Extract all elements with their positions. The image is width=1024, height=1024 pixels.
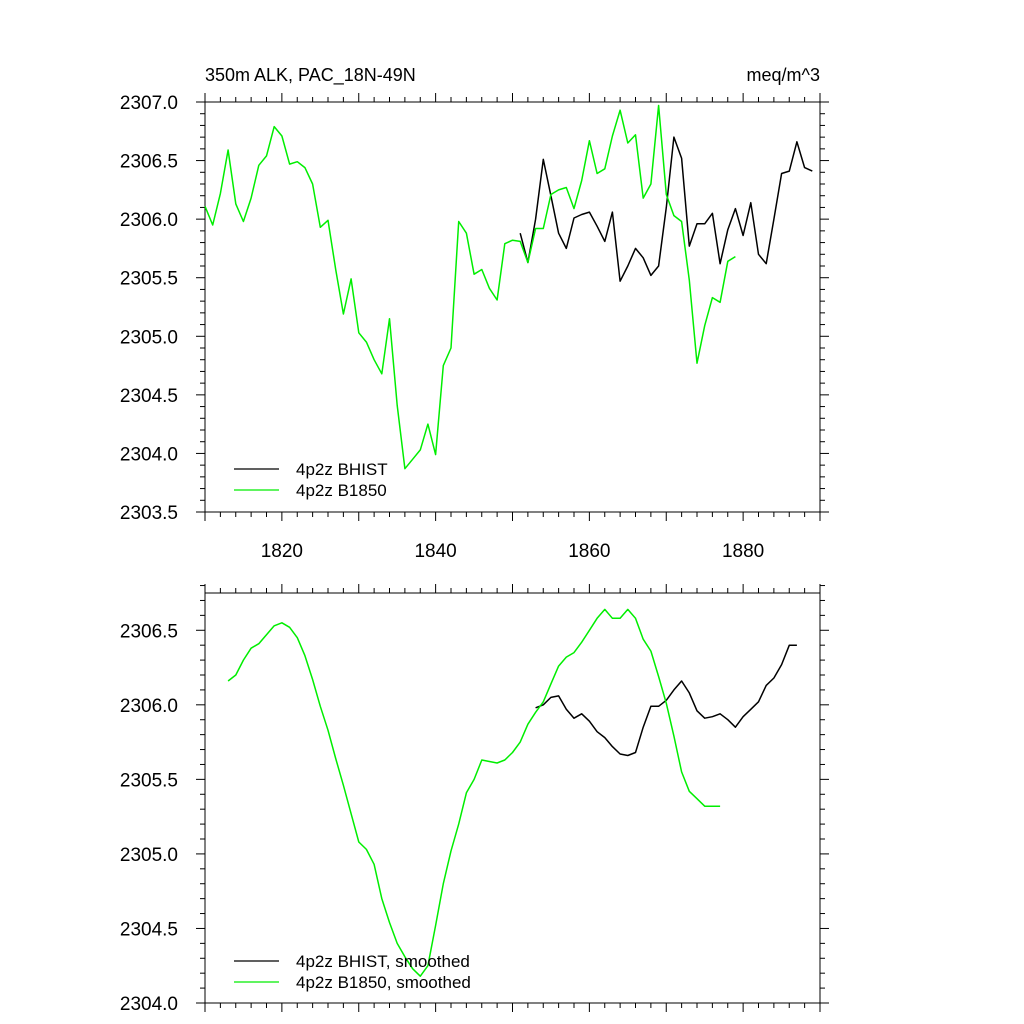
chart-units: meq/m^3 (747, 65, 820, 85)
bottom-y-tick-label: 2304.5 (120, 919, 178, 940)
bottom-y-tick-label: 2305.0 (120, 845, 178, 866)
bottom-plot-frame (204, 592, 821, 1004)
bottom-series-lines (227, 608, 797, 977)
top-y-tick-label: 2304.5 (120, 386, 178, 407)
top-x-tick-label: 1820 (261, 541, 303, 562)
top-y-tick-label: 2303.5 (120, 503, 178, 524)
top-y-tick-label: 2305.5 (120, 269, 178, 290)
bottom-panel: 2304.0 2304.5 2305.0 2305.5 2306.0 2306.5 4p2… (120, 584, 829, 1015)
chart-title: 350m ALK, PAC_18N-49N (205, 65, 416, 86)
bottom-axis-ticks: 2304.0 2304.5 2305.0 2305.5 2306.0 2306.5 (120, 584, 829, 1015)
top-y-tick-label: 2306.5 (120, 152, 178, 173)
bottom-y-tick-label: 2306.5 (120, 621, 178, 642)
top-panel: 350m ALK, PAC_18N-49N meq/m^3 2303.5 2304… (120, 65, 829, 562)
top-y-tick-label: 2305.0 (120, 327, 178, 348)
top-series-lines (204, 104, 813, 470)
legend-label-b1850: 4p2z B1850 (296, 481, 387, 500)
top-axis-ticks: 2303.5 2304.0 2304.5 2305.0 2305.5 2306.0 2306… (120, 93, 829, 562)
top-y-tick-label: 2306.0 (120, 210, 178, 231)
legend-label-b1850-smoothed: 4p2z B1850, smoothed (296, 973, 471, 992)
top-legend: 4p2z BHIST 4p2z B1850 (234, 460, 388, 500)
bottom-legend: 4p2z BHIST, smoothed 4p2z B1850, smoothe… (234, 952, 471, 992)
legend-label-bhist-smoothed: 4p2z BHIST, smoothed (296, 952, 470, 971)
top-y-tick-label: 2307.0 (120, 93, 178, 114)
bottom-y-tick-label: 2305.5 (120, 770, 178, 791)
legend-label-bhist: 4p2z BHIST (296, 460, 388, 479)
top-x-tick-label: 1880 (722, 541, 764, 562)
top-y-tick-label: 2304.0 (120, 444, 178, 465)
top-series-line-0 (519, 136, 813, 282)
bottom-series-line-1 (227, 608, 721, 977)
bottom-y-tick-label: 2304.0 (120, 994, 178, 1015)
top-series-line-1 (204, 104, 736, 470)
top-x-tick-label: 1840 (414, 541, 456, 562)
top-x-tick-label: 1860 (568, 541, 610, 562)
bottom-y-tick-label: 2306.0 (120, 696, 178, 717)
bottom-series-line-0 (535, 644, 797, 757)
top-plot-frame (204, 101, 821, 513)
